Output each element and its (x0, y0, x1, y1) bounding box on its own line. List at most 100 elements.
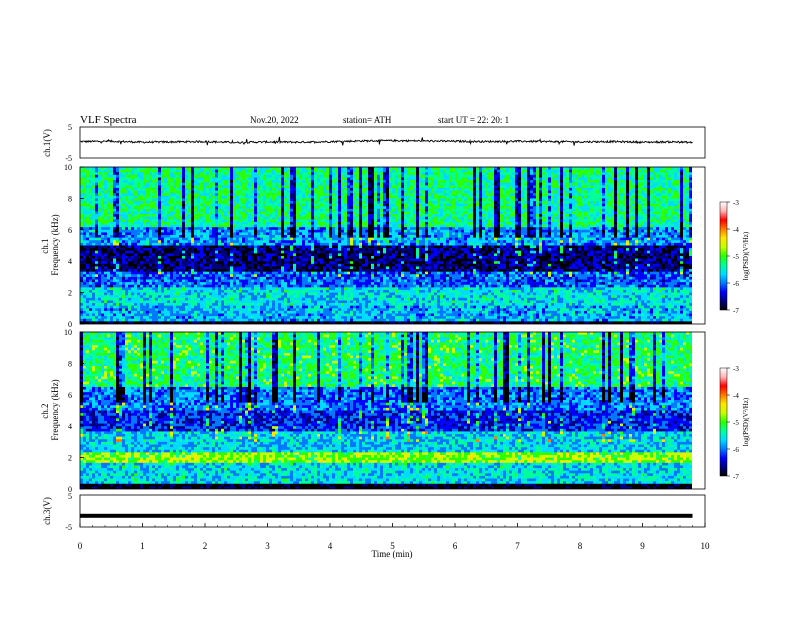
spectrogram-cell (290, 167, 293, 170)
spectrogram-cell (332, 211, 335, 214)
spectrogram-cell (458, 170, 461, 173)
spectrogram-cell (302, 193, 305, 196)
spectrogram-cell (161, 188, 164, 191)
spectrogram-cell (302, 201, 305, 204)
spectrogram-cell (404, 217, 407, 220)
spectrogram-cell (323, 225, 326, 228)
spectrogram-cell (461, 180, 464, 183)
spectrogram-cell (353, 225, 356, 228)
spectrogram-cell (263, 214, 266, 217)
spectrogram-cell (515, 209, 518, 212)
spectrogram-cell (380, 201, 383, 204)
spectrogram-cell (386, 214, 389, 217)
spectrogram-cell (134, 170, 137, 173)
spectrogram-cell (422, 201, 425, 204)
spectrogram-cell (521, 225, 524, 228)
spectrogram-cell (377, 211, 380, 214)
spectrogram-cell (593, 227, 596, 230)
spectrogram-cell (605, 172, 608, 175)
spectrogram-cell (98, 198, 101, 201)
spectrogram-cell (164, 191, 167, 194)
spectrogram-cell (539, 172, 542, 175)
spectrogram-cell (206, 175, 209, 178)
spectrogram-cell (272, 209, 275, 212)
spectrogram-cell (191, 183, 194, 186)
spectrogram-cell (92, 175, 95, 178)
spectrogram-cell (584, 225, 587, 228)
spectrogram-cell (599, 175, 602, 178)
spectrogram-cell (572, 204, 575, 207)
spectrogram-cell (320, 198, 323, 201)
spectrogram-cell (155, 222, 158, 225)
spectrogram-cell (410, 191, 413, 194)
spectrogram-cell (683, 180, 686, 183)
spectrogram-cell (482, 183, 485, 186)
spectrogram-cell (542, 172, 545, 175)
spectrogram-cell (659, 227, 662, 230)
spectrogram-cell (689, 172, 692, 175)
spectrogram-cell (407, 170, 410, 173)
spectrogram-cell (167, 167, 170, 170)
spectrogram-cell (161, 183, 164, 186)
spectrogram-cell (635, 227, 638, 230)
spectrogram-cell (563, 204, 566, 207)
spectrogram-cell (578, 209, 581, 212)
spectrogram-cell (242, 193, 245, 196)
spectrogram-cell (338, 170, 341, 173)
spectrogram-cell (350, 167, 353, 170)
spectrogram-cell (674, 180, 677, 183)
spectrogram-cell (686, 180, 689, 183)
spectrogram-cell (488, 172, 491, 175)
spectrogram-cell (428, 172, 431, 175)
spectrogram-cell (674, 206, 677, 209)
spectrogram-cell (92, 201, 95, 204)
spectrogram-cell (578, 206, 581, 209)
spectrogram-cell (467, 167, 470, 170)
spectrogram-cell (116, 209, 119, 212)
spectrogram-cell (125, 222, 128, 225)
spectrogram-cell (593, 193, 596, 196)
spectrogram-cell (203, 211, 206, 214)
spectrogram-cell (380, 170, 383, 173)
spectrogram-cell (434, 193, 437, 196)
spectrogram-cell (506, 196, 509, 199)
spectrogram-cell (659, 225, 662, 228)
spectrogram-cell (149, 175, 152, 178)
spectrogram-cell (650, 214, 653, 217)
spectrogram-cell (611, 175, 614, 178)
spectrogram-cell (80, 214, 83, 217)
spectrogram-cell (533, 180, 536, 183)
spectrogram-cell (365, 188, 368, 191)
spectrogram-cell (656, 193, 659, 196)
spectrogram-cell (392, 185, 395, 188)
spectrogram-cell (554, 180, 557, 183)
spectrogram-cell (530, 193, 533, 196)
spectrogram-cell (527, 209, 530, 212)
spectrogram-cell (404, 188, 407, 191)
spectrogram-cell (137, 198, 140, 201)
spectrogram-cell (143, 204, 146, 207)
spectrogram-cell (311, 172, 314, 175)
spectrogram-cell (512, 177, 515, 180)
spectrogram-cell (257, 206, 260, 209)
spectrogram-cell (560, 201, 563, 204)
spectrogram-cell (377, 206, 380, 209)
spectrogram-cell (173, 175, 176, 178)
spectrogram-cell (596, 227, 599, 230)
spectrogram-cell (98, 225, 101, 228)
spectrogram-cell (146, 175, 149, 178)
spectrogram-cell (632, 209, 635, 212)
spectrogram-cell (503, 196, 506, 199)
spectrogram-cell (134, 222, 137, 225)
spectrogram-cell (437, 167, 440, 170)
spectrogram-cell (488, 191, 491, 194)
spectrogram-cell (563, 217, 566, 220)
spectrogram-cell (200, 191, 203, 194)
spectrogram-cell (635, 185, 638, 188)
spectrogram-cell (647, 185, 650, 188)
spectrogram-cell (650, 227, 653, 230)
spectrogram-cell (200, 201, 203, 204)
spectrogram-cell (92, 214, 95, 217)
spectrogram-cell (218, 217, 221, 220)
spectrogram-cell (461, 175, 464, 178)
